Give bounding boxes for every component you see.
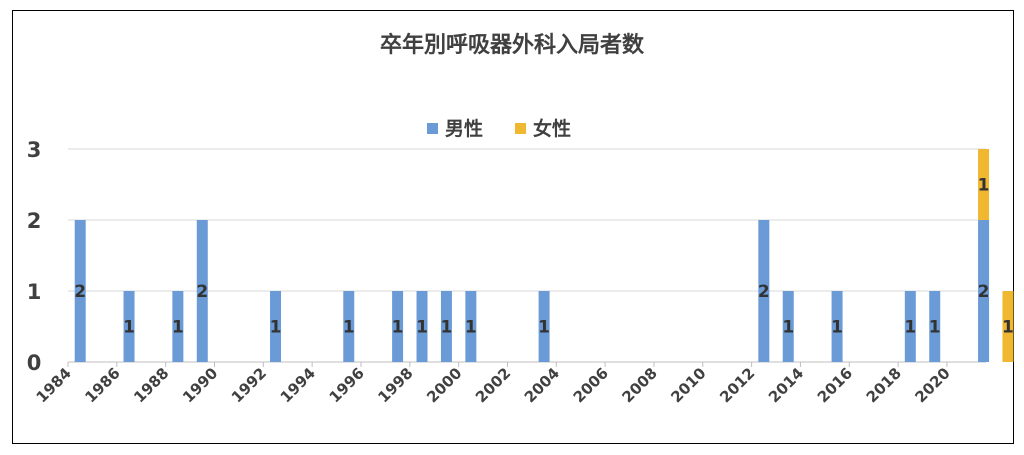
y-tick-label: 2 [27,209,42,233]
legend-label-male: 男性 [445,117,483,140]
x-tick-label: 2002 [472,364,514,406]
y-tick-label: 0 [27,351,42,375]
male-bar [74,220,86,362]
male-bar [440,291,452,362]
data-label: 1 [172,318,184,338]
x-tick-label: 2010 [667,364,709,406]
data-label: 2 [978,282,990,302]
data-label: 1 [904,318,916,338]
x-tick-label: 2000 [423,364,465,406]
x-tick-label: 1992 [228,364,270,406]
data-label: 1 [929,318,941,338]
legend-label-female: 女性 [533,117,571,140]
x-tick-label: 2020 [912,364,954,406]
male-bar [929,291,941,362]
legend-swatch-female [515,123,526,134]
y-tick-label: 1 [27,280,42,304]
female-bar [1002,291,1014,362]
data-label: 1 [1002,318,1014,338]
x-tick-label: 2004 [521,364,563,406]
male-bar [392,291,404,362]
data-label: 2 [74,282,86,302]
data-label: 2 [196,282,208,302]
male-bar [196,220,208,362]
x-tick-label: 1998 [374,364,416,406]
female-bar [978,149,990,220]
x-tick-label: 1988 [130,364,172,406]
male-bar [538,291,550,362]
x-tick-label: 2016 [814,364,856,406]
x-axis-ticks: 1984 1986 1988 1990 1992 1994 1996 1998 2000 2002… [33,362,954,406]
data-label: 1 [416,318,428,338]
male-bar [172,291,184,362]
data-label: 1 [123,318,135,338]
chart-frame [12,10,1014,444]
data-label: 1 [392,318,404,338]
data-label: 1 [978,176,990,196]
legend-swatch-male [427,123,438,134]
data-label: 1 [343,318,355,338]
male-bar [758,220,770,362]
male-bar [270,291,282,362]
x-tick-label: 1990 [179,364,221,406]
male-bar [978,220,990,362]
x-tick-label: 1986 [81,364,123,406]
x-tick-label: 1996 [326,364,368,406]
male-bar [831,291,843,362]
male-bar [416,291,428,362]
data-label: 2 [758,282,770,302]
y-axis-ticks: 0 1 2 3 [27,138,42,375]
x-tick-label: 2006 [570,364,612,406]
data-label: 1 [782,318,794,338]
x-tick-label: 2012 [716,364,758,406]
data-label: 1 [441,318,453,338]
x-tick-label: 2008 [619,364,661,406]
x-tick-label: 1994 [277,364,319,406]
x-tick-label: 2018 [863,364,905,406]
data-label: 1 [465,318,477,338]
x-tick-label: 2014 [765,364,807,406]
legend: 男性 女性 [427,117,571,140]
data-label: 1 [270,318,282,338]
data-label: 1 [538,318,550,338]
male-bar [904,291,916,362]
male-bar [343,291,355,362]
chart-title: 卒年別呼吸器外科入局者数 [380,32,645,58]
y-tick-label: 3 [27,138,42,162]
male-bar [123,291,135,362]
bars [74,149,1014,362]
male-bar [782,291,794,362]
male-bar [465,291,477,362]
data-label: 1 [831,318,843,338]
